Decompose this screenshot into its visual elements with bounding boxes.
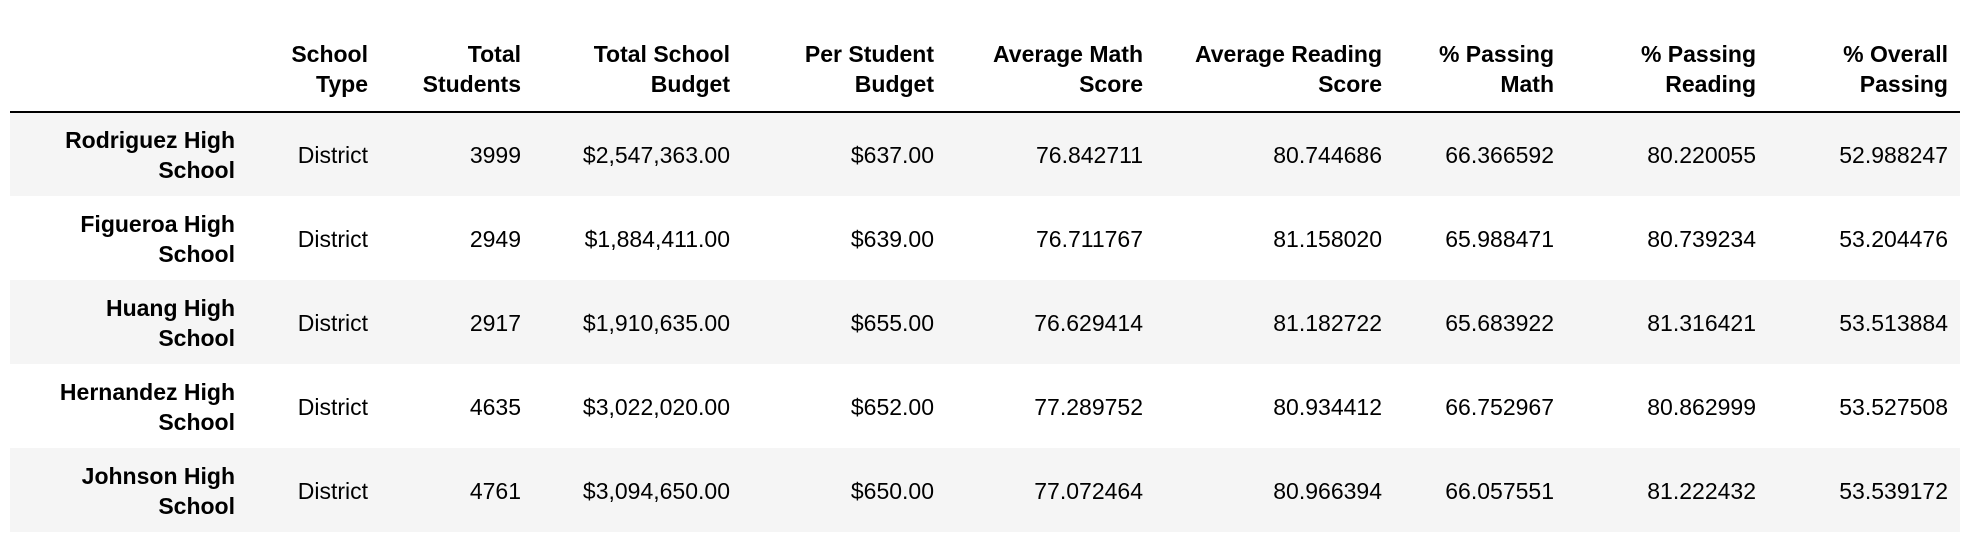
- table-cell: 80.739234: [1647, 225, 1756, 252]
- row-index-label: Johnson High School: [81, 462, 235, 519]
- table-cell: 4635: [469, 393, 521, 420]
- table-cell: 80.934412: [1273, 393, 1382, 420]
- table-cell: 53.539172: [1839, 477, 1948, 504]
- table-cell: 2917: [469, 309, 521, 336]
- row-index-label: Figueroa High School: [80, 210, 235, 267]
- table-row: Figueroa High School District 2949 $1,88…: [10, 196, 1960, 280]
- table-cell: 66.366592: [1445, 142, 1554, 168]
- table-cell: District: [297, 309, 368, 336]
- table-cell: District: [297, 142, 368, 168]
- row-index-label: Rodriguez High School: [65, 127, 235, 183]
- table-cell: District: [297, 393, 368, 420]
- table-row: Johnson High School District 4761 $3,094…: [10, 448, 1960, 532]
- table-row: Hernandez High School District 4635 $3,0…: [10, 364, 1960, 448]
- table-cell: 77.072464: [1034, 477, 1143, 504]
- table-row: Huang High School District 2917 $1,910,6…: [10, 280, 1960, 364]
- table-cell: 81.316421: [1647, 309, 1756, 336]
- row-index-label: Huang High School: [105, 294, 235, 351]
- table-cell: 53.204476: [1839, 225, 1948, 252]
- column-header: Average Reading Score: [1155, 29, 1394, 113]
- table-cell: 3999: [469, 142, 521, 168]
- table-cell: $1,884,411.00: [584, 225, 730, 252]
- table-cell: 66.752967: [1445, 393, 1554, 420]
- table-cell: 76.711767: [1035, 225, 1143, 252]
- table-cell: 81.182722: [1273, 309, 1382, 336]
- column-header: Total Students: [380, 29, 533, 113]
- table-cell: $3,094,650.00: [582, 477, 730, 504]
- table-cell: $655.00: [850, 309, 934, 336]
- column-header: School Type: [247, 29, 380, 113]
- table-cell: 80.744686: [1273, 142, 1382, 168]
- table-cell: $637.00: [850, 142, 934, 168]
- table-cell: 77.289752: [1034, 393, 1143, 420]
- column-header: Average Math Score: [946, 29, 1155, 113]
- table-cell: 76.629414: [1034, 309, 1143, 336]
- table-cell: 53.513884: [1839, 309, 1948, 336]
- table-cell: 65.988471: [1445, 225, 1554, 252]
- table-cell: 53.527508: [1839, 393, 1948, 420]
- table-cell: 80.862999: [1647, 393, 1756, 420]
- table-row: Rodriguez High School District 3999 $2,5…: [10, 112, 1960, 196]
- table-cell: District: [297, 477, 368, 504]
- table-cell: $652.00: [850, 393, 934, 420]
- table-cell: $639.00: [850, 225, 934, 252]
- table-cell: District: [297, 225, 368, 252]
- table-cell: 80.966394: [1273, 477, 1382, 504]
- table-cell: $1,910,635.00: [582, 309, 730, 336]
- header-row: School Type Total Students Total School …: [10, 29, 1960, 113]
- table-cell: 2949: [469, 225, 521, 252]
- table-cell: 81.222432: [1647, 477, 1756, 504]
- table-cell: 66.057551: [1445, 477, 1554, 504]
- column-header: Total School Budget: [533, 29, 742, 113]
- column-header: % Passing Math: [1394, 29, 1566, 113]
- table-cell: 65.683922: [1445, 309, 1554, 336]
- table-cell: 80.220055: [1647, 142, 1756, 168]
- table-cell: $3,022,020.00: [582, 393, 730, 420]
- school-summary-table: School Type Total Students Total School …: [10, 29, 1960, 532]
- index-header: [10, 29, 247, 113]
- table-cell: $2,547,363.00: [582, 142, 730, 168]
- column-header: % Overall Passing: [1768, 29, 1960, 113]
- table-cell: $650.00: [850, 477, 934, 504]
- table-cell: 4761: [469, 477, 521, 504]
- table-cell: 52.988247: [1839, 142, 1948, 168]
- table-cell: 76.842711: [1035, 142, 1143, 168]
- row-index-label: Hernandez High School: [59, 378, 235, 435]
- column-header: Per Student Budget: [742, 29, 946, 113]
- column-header: % Passing Reading: [1566, 29, 1768, 113]
- table-cell: 81.158020: [1273, 225, 1382, 252]
- dataframe-table-container: School Type Total Students Total School …: [10, 29, 1960, 532]
